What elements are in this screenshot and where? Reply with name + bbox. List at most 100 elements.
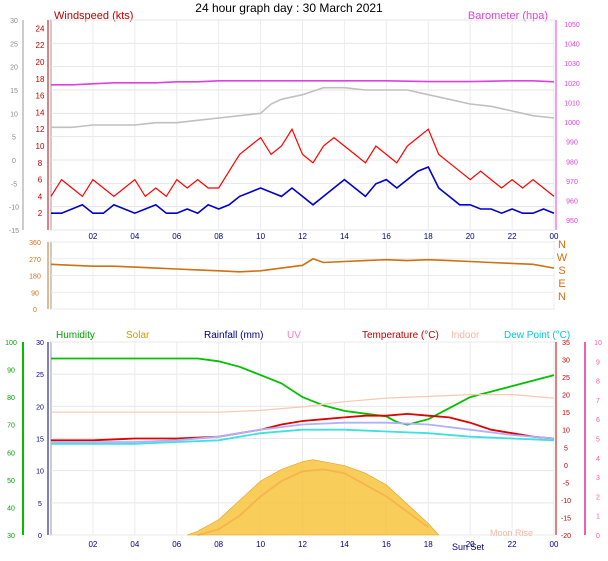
temperature-tick: 20 (562, 393, 570, 400)
rainfall-tick: 15 (36, 437, 44, 444)
humidity-axis: 100 90 80 70 60 50 40 30 (5, 340, 24, 540)
x-tick: 14 (340, 540, 349, 549)
dewpoint-band-line (51, 421, 555, 443)
wind-outer-tick: -15 (9, 228, 19, 235)
x-tick: 18 (424, 540, 433, 549)
baro-tick: 950 (566, 218, 578, 225)
wind-inner-tick: 14 (36, 108, 45, 117)
wind-inner-tick: 6 (38, 176, 43, 185)
barometer-line (51, 80, 555, 86)
legend-entry: Indoor (451, 330, 480, 341)
humidity-line (51, 357, 555, 426)
legend-entry: Dew Point (°C) (504, 330, 570, 341)
compass-label: W (557, 252, 568, 264)
direction-tick: 0 (33, 307, 37, 314)
baro-tick: 1040 (564, 42, 580, 49)
compass-label: N (558, 239, 566, 251)
wind-outer-tick: 15 (10, 88, 18, 95)
uv-tick: 4 (596, 456, 600, 463)
x-tick: 08 (214, 232, 223, 241)
rainfall-axis: 30 25 20 15 10 5 0 (36, 340, 49, 540)
rainfall-tick: 5 (38, 501, 42, 508)
x-tick: 02 (88, 232, 97, 241)
uv-tick: 6 (596, 417, 600, 424)
x-tick: 10 (256, 232, 265, 241)
uv-tick: 0 (596, 533, 600, 540)
wind-inner-tick: 12 (36, 125, 45, 134)
temperature-line (51, 412, 555, 442)
wind-outer-tick: 25 (10, 41, 18, 48)
baro-tick: 1030 (564, 61, 580, 68)
baro-tick: 960 (566, 199, 578, 206)
x-tick: 20 (466, 232, 475, 241)
uv-tick: 8 (596, 379, 600, 386)
uv-tick: 10 (594, 340, 602, 347)
direction-line (50, 257, 555, 273)
uv-tick: 2 (596, 494, 600, 501)
wind-baro-x-axis: 02 04 06 08 10 12 14 16 18 20 22 00 (88, 232, 559, 241)
wind-outer-tick: 20 (10, 65, 18, 72)
wind-inner-tick: 18 (36, 75, 45, 84)
baro-tick: 1020 (564, 81, 580, 88)
uv-tick: 3 (596, 475, 600, 482)
temp-humidity-panel: Humidity Solar Rainfall (mm) UV Temperature … (5, 330, 602, 552)
rainfall-tick: 10 (36, 469, 44, 476)
legend-entry: Temperature (°C) (362, 330, 439, 341)
wind-inner-tick: 8 (38, 159, 43, 168)
solar-area (187, 459, 440, 536)
temperature-tick: -5 (563, 480, 569, 487)
x-tick: 20 (466, 540, 475, 549)
temperature-tick: -10 (561, 498, 571, 505)
temperature-axis: 35 30 25 20 15 10 5 0 -5 -10 -15 -20 (555, 340, 571, 540)
wind-outer-tick: 10 (10, 111, 18, 118)
direction-axis: 360 270 180 90 0 (29, 240, 49, 314)
x-tick: 14 (340, 232, 349, 241)
humidity-tick: 70 (7, 423, 15, 430)
direction-tick: 90 (31, 290, 39, 297)
legend-entry: Humidity (56, 330, 95, 341)
x-tick: 12 (298, 232, 307, 241)
direction-tick: 270 (29, 257, 41, 264)
humidity-tick: 40 (7, 505, 15, 512)
baro-tick: 1010 (564, 100, 580, 107)
temperature-tick: 15 (562, 410, 570, 417)
wind-inner-tick: 20 (36, 58, 45, 67)
rainfall-tick: 25 (36, 372, 44, 379)
wind-inner-tick: 22 (36, 41, 45, 50)
x-tick: 08 (214, 540, 223, 549)
x-tick: 02 (88, 540, 97, 549)
windspeed-label: Windspeed (kts) (54, 10, 133, 22)
humidity-tick: 100 (5, 340, 17, 347)
rainfall-tick: 0 (38, 533, 42, 540)
graph-title: 24 hour graph day : 30 March 2021 (195, 1, 383, 15)
temperature-tick: 0 (564, 463, 568, 470)
barometer-label: Barometer (hpa) (468, 10, 548, 22)
wind-baro-panel: Windspeed (kts) Barometer (hpa) 30252015… (9, 10, 580, 241)
humidity-tick: 30 (7, 533, 15, 540)
wind-inner-tick: 16 (36, 92, 45, 101)
temperature-tick: -20 (561, 533, 571, 540)
compass-label: S (558, 265, 565, 277)
wind-inner-tick: 24 (36, 24, 45, 33)
temperature-tick: 30 (562, 358, 570, 365)
wind-inner-tick: 2 (38, 209, 43, 218)
x-tick: 22 (508, 232, 517, 241)
compass-label: E (558, 278, 565, 290)
direction-tick: 360 (29, 240, 41, 247)
x-tick: 00 (550, 232, 559, 241)
direction-grid (51, 241, 555, 310)
x-tick: 00 (550, 540, 559, 549)
legend-entry: Solar (126, 330, 150, 341)
wind-outer-tick: -10 (9, 205, 19, 212)
x-tick: 18 (424, 232, 433, 241)
wind-inner-axis: 24 22 20 18 16 14 12 10 8 6 4 2 (36, 20, 49, 230)
humidity-tick: 80 (7, 395, 15, 402)
baro-tick: 980 (566, 159, 578, 166)
baro-tick: 1050 (564, 22, 580, 29)
uv-tick: 7 (596, 398, 600, 405)
temperature-tick: 10 (562, 428, 570, 435)
baro-tick: 970 (566, 179, 578, 186)
temperature-tick: 5 (564, 445, 568, 452)
